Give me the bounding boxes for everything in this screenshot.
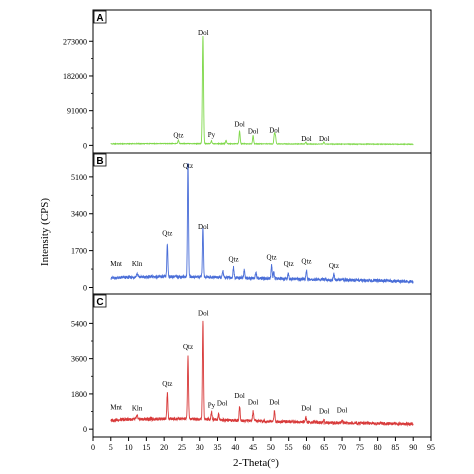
y-axis-title: Intensity (CPS)	[39, 198, 51, 266]
peak-label: Kln	[132, 405, 143, 413]
x-tick-label: 75	[356, 443, 364, 452]
x-tick-label: 25	[178, 443, 186, 452]
x-tick-label: 10	[125, 443, 133, 452]
peak-label: Dol	[269, 399, 280, 407]
panel-letter-box	[93, 294, 107, 308]
x-tick-label: 65	[320, 443, 328, 452]
x-tick-label: 20	[160, 443, 168, 452]
panel-frame	[92, 293, 432, 438]
x-tick-label: 40	[231, 443, 239, 452]
panel-letter-box	[93, 10, 107, 24]
peak-label: Py	[208, 131, 216, 139]
peak-label: Dol	[319, 407, 330, 415]
peak-label: Dol	[319, 135, 330, 143]
peak-label: Mnt	[110, 260, 122, 268]
panel-frame	[92, 152, 432, 295]
y-tick-label: 3600	[71, 355, 87, 364]
peak-label: Qtz	[329, 262, 339, 270]
y-tick-label: 3400	[71, 210, 87, 219]
peak-label: Dol	[248, 128, 259, 136]
peak-label: Qtz	[162, 380, 172, 388]
peak-label: Qtz	[162, 229, 172, 237]
panel-letter-box	[93, 153, 107, 167]
peak-label: Dol	[198, 310, 209, 318]
y-tick-label: 273000	[63, 37, 87, 46]
y-tick-label: 91000	[67, 107, 87, 116]
peak-label: Dol	[217, 400, 228, 408]
peak-label: Qtz	[183, 343, 193, 351]
x-tick-label: 0	[91, 443, 95, 452]
y-tick-label: 1800	[71, 390, 87, 399]
peak-label: Dol	[234, 120, 245, 128]
peak-label: Qtz	[284, 260, 294, 268]
x-tick-label: 35	[214, 443, 222, 452]
peak-label: Dol	[198, 223, 209, 231]
x-tick-label: 30	[196, 443, 204, 452]
x-tick-label: 55	[285, 443, 293, 452]
x-axis-title: 2-Theta(°)	[233, 457, 279, 469]
peak-label: Mnt	[110, 404, 122, 412]
peak-label: Qtz	[173, 132, 183, 140]
xrd-pattern-line	[110, 320, 414, 428]
peak-label: Py	[208, 402, 216, 410]
y-tick-label: 1700	[71, 247, 87, 256]
panel-b: B 0 1700 3400 5100 Mnt Kln Qtz Qtz Dol Qtz Qtz Qtz Qt…	[71, 152, 432, 295]
x-tick-label: 60	[302, 443, 310, 452]
x-tick-label: 50	[267, 443, 275, 452]
panel-letter: C	[96, 297, 103, 308]
peak-label: Dol	[248, 399, 259, 407]
y-tick-label: 5100	[71, 173, 87, 182]
x-axis: 0 5 10 15 20 25 30 35 40 45 50 55 60 65 70 75 80 85 90 95	[91, 437, 435, 452]
peak-label: Dol	[301, 405, 312, 413]
panel-letter: A	[96, 13, 103, 24]
x-tick-label: 80	[374, 443, 382, 452]
panel-frame	[92, 9, 432, 154]
peak-label: Qtz	[267, 253, 277, 261]
y-tick-label: 182000	[63, 72, 87, 81]
xrd-pattern-line	[110, 35, 414, 146]
peak-label: Dol	[198, 29, 209, 37]
x-tick-label: 5	[109, 443, 113, 452]
x-tick-label: 15	[142, 443, 150, 452]
peak-label: Qtz	[228, 255, 238, 263]
peak-label: Qtz	[183, 162, 193, 170]
x-tick-label: 45	[249, 443, 257, 452]
y-tick-label: 5400	[71, 319, 87, 328]
y-tick-label: 0	[83, 425, 87, 434]
x-tick-label: 90	[409, 443, 417, 452]
y-tick-label: 0	[83, 141, 87, 150]
x-tick-label: 70	[338, 443, 346, 452]
panel-letter: B	[96, 156, 103, 167]
xrd-pattern-line	[110, 163, 414, 285]
peak-label: Kln	[132, 260, 143, 268]
y-tick-label: 0	[83, 283, 87, 292]
peak-label: Dol	[269, 126, 280, 134]
peak-label: Dol	[301, 135, 312, 143]
peak-label: Dol	[337, 407, 348, 415]
x-tick-label: 85	[391, 443, 399, 452]
peak-label: Dol	[234, 392, 245, 400]
peak-label: Qtz	[301, 258, 311, 266]
x-tick-label: 95	[427, 443, 435, 452]
